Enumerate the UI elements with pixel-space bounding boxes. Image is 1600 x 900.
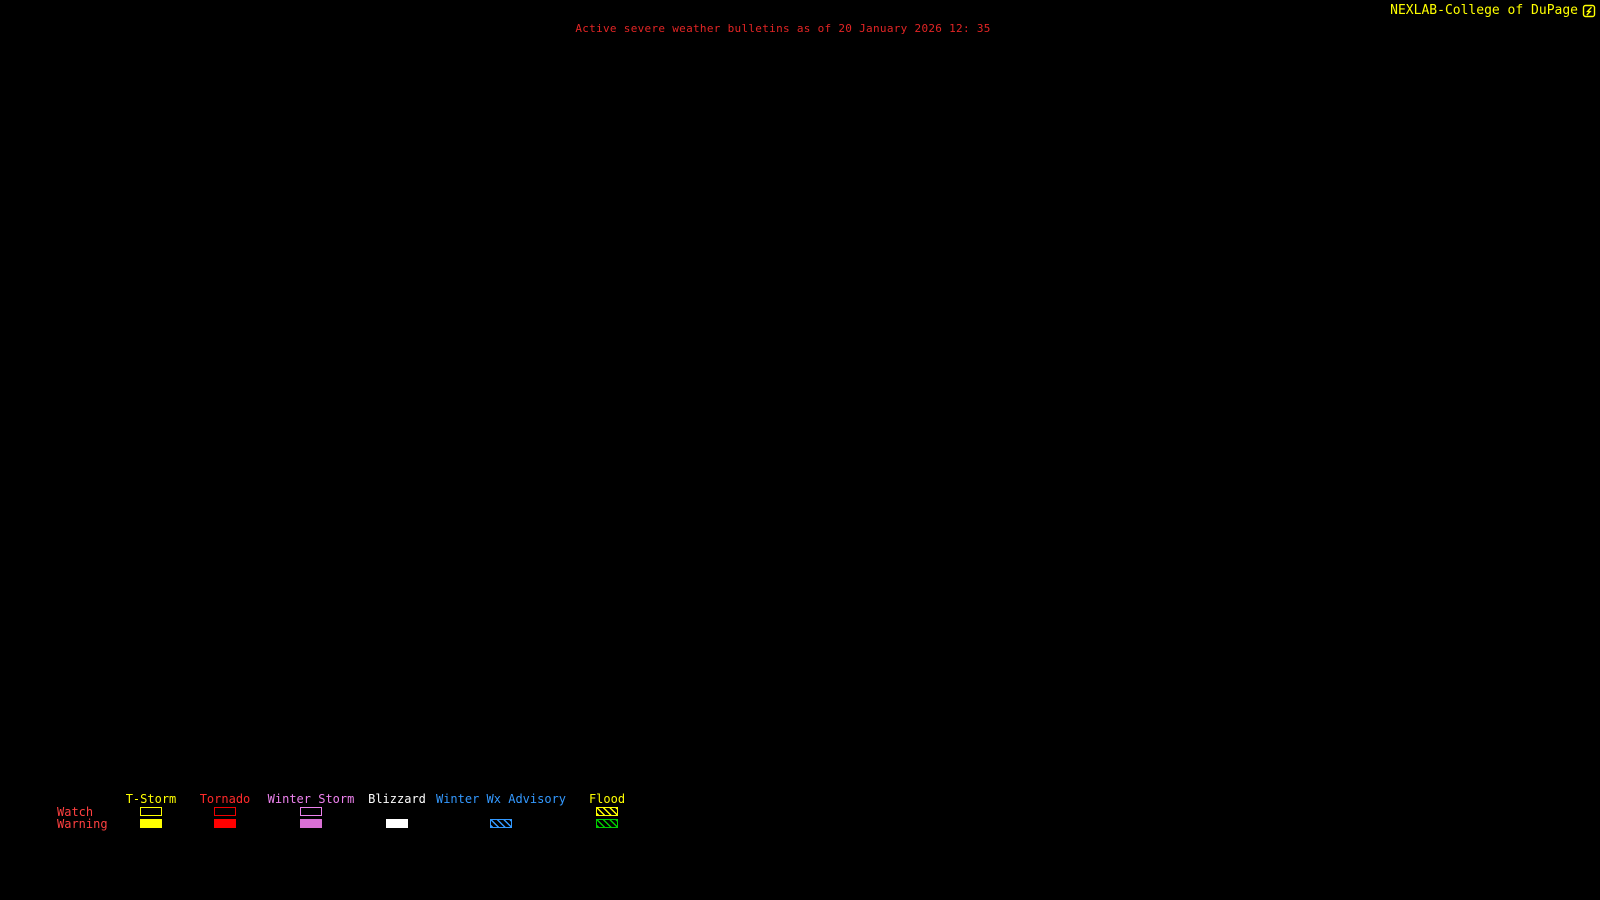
brand-label: NEXLAB-College of DuPage — [1390, 3, 1578, 18]
brand: NEXLAB-College of DuPage — [1390, 3, 1596, 18]
nexlab-bolt-box-icon — [1582, 4, 1596, 17]
bulletin-title: Active severe weather bulletins as of 20… — [575, 22, 991, 35]
